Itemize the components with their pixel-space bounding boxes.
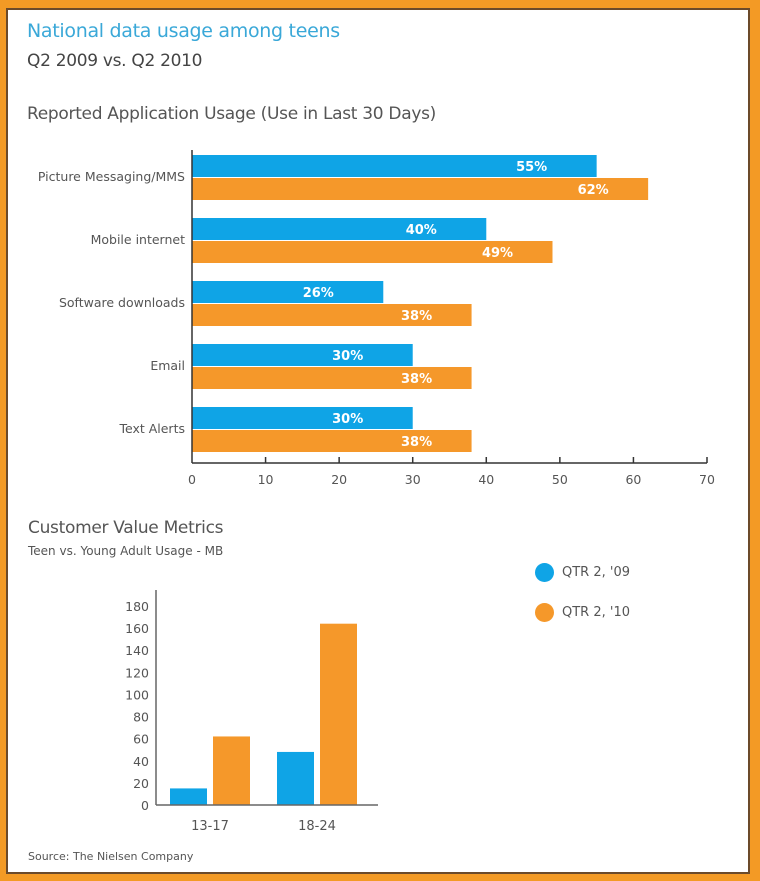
y-tick-label: 120 [125,665,149,680]
category-label: Mobile internet [91,232,185,247]
category-label: Text Alerts [118,421,185,436]
bar-value-label: 49% [482,246,513,261]
legend-label: QTR 2, '10 [562,605,630,620]
bar-value-label: 26% [303,286,334,301]
category-label: Picture Messaging/MMS [38,169,185,184]
x-tick-label: 70 [699,472,715,487]
bar-value-label: 40% [406,223,437,238]
y-tick-label: 160 [125,621,149,636]
bar-q2-09 [192,407,413,429]
x-tick-label: 0 [188,472,196,487]
y-tick-label: 80 [133,710,149,725]
category-label: Software downloads [59,295,185,310]
legend-swatch-q2-10 [535,603,554,622]
y-tick-label: 20 [133,776,149,791]
bar-q2-10 [192,430,472,452]
page-subtitle: Q2 2009 vs. Q2 2010 [27,51,203,71]
x-tick-label: 50 [552,472,568,487]
bar-q2-10 [192,178,649,200]
bar-q2-09 [277,751,314,805]
y-tick-label: 0 [141,798,149,813]
bar-q2-09 [192,344,413,366]
bar-q2-09 [192,218,487,240]
category-label: Email [150,358,185,373]
legend-item-q2-10: QTR 2, '10 [535,602,630,623]
bar-q2-09 [192,155,597,177]
bar-q2-09 [192,281,384,303]
y-tick-label: 60 [133,732,149,747]
source-note: Source: The Nielsen Company [28,850,194,863]
bar-q2-10 [192,241,553,263]
customer-value-chart-subtitle: Teen vs. Young Adult Usage - MB [28,544,224,558]
customer-value-chart-title: Customer Value Metrics [28,518,224,538]
customer-value-chart: 13-17 18-24 0 20 40 60 80 100 120 140 160 180 [125,590,378,834]
y-tick-label: 40 [133,754,149,769]
bar-q2-09 [170,788,207,805]
application-usage-chart: 55% 62% 40% 49% 26% 38% 30% 38% 30% 38% Picture M… [38,150,715,487]
x-tick-label: 20 [331,472,347,487]
bar-value-label: 30% [332,349,363,364]
legend: QTR 2, '09 QTR 2, '10 [535,562,630,642]
x-category-label: 18-24 [298,819,336,834]
x-tick-label: 30 [405,472,421,487]
bar-value-label: 38% [401,372,432,387]
bar-value-label: 62% [578,183,609,198]
legend-label: QTR 2, '09 [562,565,630,580]
bar-q2-10 [192,304,472,326]
bar-value-label: 55% [516,160,547,175]
y-tick-label: 100 [125,687,149,702]
y-tick-label: 140 [125,643,149,658]
x-tick-label: 40 [478,472,494,487]
application-usage-chart-title: Reported Application Usage (Use in Last … [27,104,436,124]
bar-value-label: 38% [401,435,432,450]
x-tick-label: 60 [625,472,641,487]
bar-value-label: 38% [401,309,432,324]
page-title: National data usage among teens [27,20,340,42]
bar-q2-10 [192,367,472,389]
x-category-label: 13-17 [191,819,229,834]
y-tick-label: 180 [125,599,149,614]
legend-item-q2-09: QTR 2, '09 [535,562,630,583]
bar-q2-10 [213,736,250,805]
bar-q2-10 [320,623,357,805]
x-tick-label: 10 [258,472,274,487]
legend-swatch-q2-09 [535,563,554,582]
bar-value-label: 30% [332,412,363,427]
